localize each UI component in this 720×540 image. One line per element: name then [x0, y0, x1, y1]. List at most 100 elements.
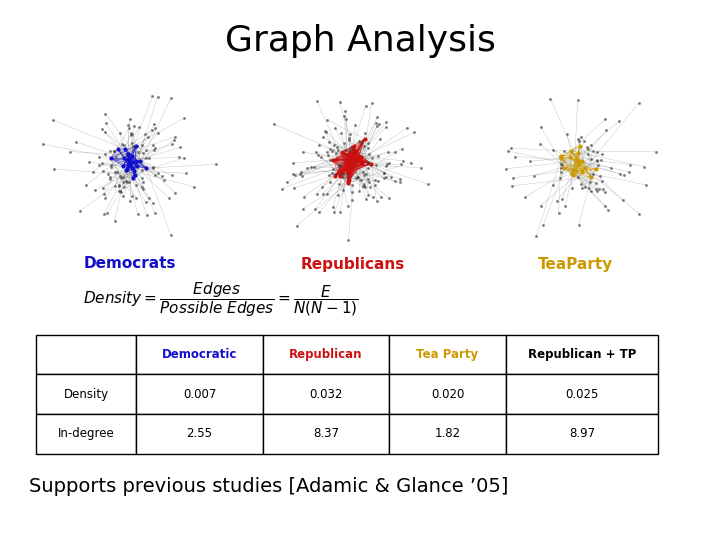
Point [174, 153, 185, 162]
Point [528, 172, 540, 180]
Text: Supports previous studies [Adamic & Glance ’05]: Supports previous studies [Adamic & Glan… [29, 476, 508, 496]
Point [337, 172, 348, 181]
Point [343, 152, 355, 161]
Point [338, 139, 350, 147]
Point [330, 170, 341, 179]
Point [343, 235, 354, 244]
Point [102, 170, 113, 178]
Point [297, 204, 309, 213]
Point [362, 164, 374, 173]
Point [333, 161, 344, 170]
Bar [389, 335, 505, 374]
Point [120, 166, 131, 174]
Point [364, 150, 375, 158]
Point [382, 147, 394, 156]
Point [152, 92, 163, 101]
Point [585, 187, 597, 195]
Point [557, 194, 568, 203]
Point [320, 128, 332, 137]
Point [337, 169, 348, 178]
Point [343, 168, 355, 177]
Point [556, 160, 567, 169]
Text: Republican + TP: Republican + TP [528, 348, 636, 361]
Point [75, 207, 86, 215]
Point [142, 133, 153, 142]
Point [584, 178, 595, 187]
Text: 0.032: 0.032 [310, 388, 343, 401]
Point [302, 163, 313, 172]
Point [108, 147, 120, 156]
Point [564, 153, 576, 161]
Point [125, 197, 136, 206]
Point [348, 156, 360, 164]
Text: Republican: Republican [289, 348, 363, 361]
Point [561, 130, 572, 138]
Point [268, 120, 279, 129]
Point [371, 122, 382, 131]
Point [130, 170, 141, 179]
Point [129, 166, 140, 175]
Point [93, 160, 104, 169]
Point [37, 140, 48, 149]
Point [130, 181, 142, 190]
Point [132, 148, 144, 157]
Point [633, 99, 644, 107]
Point [555, 168, 567, 177]
Point [585, 155, 597, 164]
Text: In-degree: In-degree [58, 427, 114, 440]
Point [115, 187, 127, 196]
Point [343, 156, 354, 164]
Point [554, 174, 565, 183]
Point [355, 176, 366, 185]
Point [180, 169, 192, 178]
Point [148, 146, 160, 154]
Point [572, 135, 584, 144]
Point [311, 190, 323, 198]
Point [97, 184, 109, 192]
Point [98, 210, 109, 219]
Point [566, 170, 577, 178]
Point [575, 180, 587, 188]
Point [104, 147, 116, 156]
Point [383, 193, 395, 202]
Point [48, 165, 60, 173]
Point [565, 146, 577, 155]
Point [210, 160, 222, 168]
Point [332, 145, 343, 154]
Point [118, 183, 130, 191]
Point [297, 148, 309, 157]
Point [281, 178, 292, 187]
Point [590, 165, 602, 173]
Point [614, 170, 626, 178]
Point [118, 153, 130, 162]
Point [71, 138, 82, 146]
Point [121, 165, 132, 173]
Point [165, 94, 176, 103]
Point [123, 162, 135, 171]
Point [169, 188, 181, 197]
Point [361, 169, 372, 178]
Point [650, 147, 662, 156]
Point [126, 172, 138, 180]
Point [152, 129, 163, 137]
Point [640, 180, 652, 189]
Point [575, 132, 586, 141]
Point [114, 174, 126, 183]
Point [353, 152, 364, 161]
Point [289, 171, 301, 180]
Point [350, 153, 361, 161]
Point [110, 152, 122, 161]
Point [591, 147, 603, 156]
Point [131, 161, 143, 170]
Point [582, 144, 594, 153]
Point [364, 183, 376, 192]
Point [555, 154, 567, 163]
Bar [263, 374, 389, 414]
Point [520, 193, 531, 201]
Point [345, 151, 356, 160]
Point [357, 181, 369, 190]
Bar [505, 414, 658, 454]
Point [341, 165, 353, 174]
Text: 2.55: 2.55 [186, 427, 212, 440]
Point [136, 140, 148, 149]
